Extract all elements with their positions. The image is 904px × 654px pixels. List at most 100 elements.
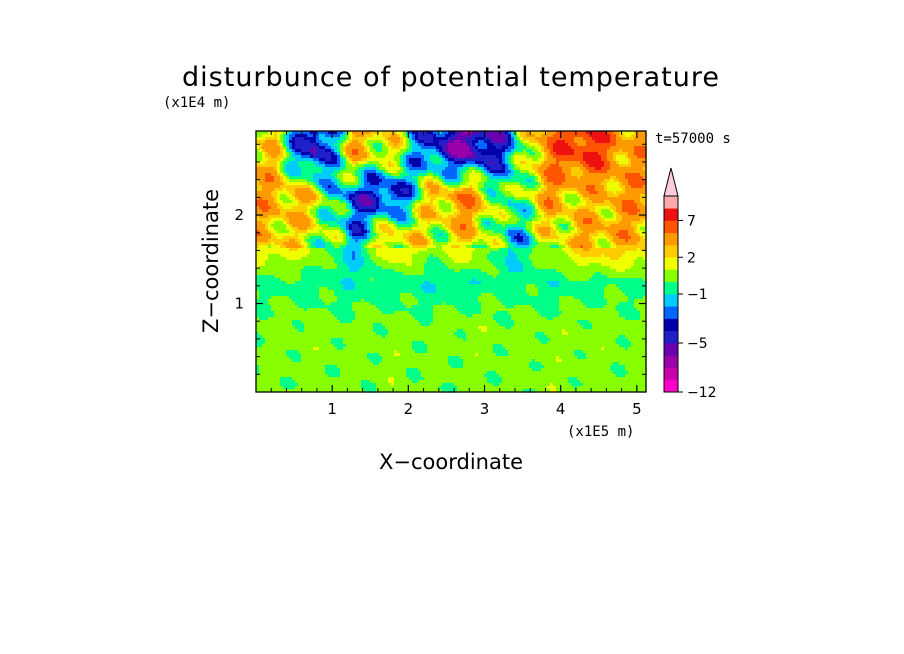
contour-cell [529,170,533,174]
contour-cell [517,215,521,219]
contour-cell [442,146,446,150]
contour-cell [397,134,401,138]
contour-cell [292,194,296,198]
contour-cell [412,167,416,171]
contour-cell [310,200,314,204]
contour-cell [436,149,440,153]
contour-cell [430,146,434,150]
contour-cell [349,200,353,204]
contour-cell [520,215,524,219]
contour-cell [265,209,269,213]
contour-cell [574,203,578,207]
contour-cell [544,149,548,153]
contour-cell [325,170,329,174]
contour-cell [397,137,401,141]
contour-cell [568,152,572,156]
contour-cell [466,182,470,186]
contour-cell [547,134,551,138]
contour-cell [451,191,455,195]
contour-cell [526,215,530,219]
contour-cell [571,155,575,159]
contour-cell [304,173,308,177]
contour-cell [541,161,545,165]
contour-cell [322,149,326,153]
contour-cell [523,179,527,183]
contour-cell [331,188,335,192]
contour-cell [433,143,437,147]
contour-cell [559,140,563,144]
contour-cell [382,194,386,198]
contour-cell [553,149,557,153]
contour-cell [586,143,590,147]
contour-cell [331,131,335,135]
contour-cell [472,170,476,174]
contour-cell [361,146,365,150]
contour-cell [349,137,353,141]
contour-cell [346,203,350,207]
contour-cell [388,131,392,135]
contour-cell [466,194,470,198]
contour-cell [469,188,473,192]
contour-cell [364,185,368,189]
contour-cell [391,152,395,156]
contour-cell [337,197,341,201]
contour-cell [352,179,356,183]
contour-cell [331,206,335,210]
contour-cell [559,194,563,198]
contour-cell [373,194,377,198]
contour-cell [481,203,485,207]
contour-cell [472,158,476,162]
contour-cell [373,158,377,162]
contour-cell [469,182,473,186]
contour-cell [274,200,278,204]
contour-cell [577,188,581,192]
contour-cell [286,197,290,201]
contour-cell [358,131,362,135]
contour-cell [589,134,593,138]
contour-cell [397,203,401,207]
contour-cell [433,155,437,159]
contour-cell [562,176,566,180]
contour-cell [613,197,617,201]
contour-cell [415,212,419,216]
contour-cell [301,134,305,138]
contour-cell [493,149,497,153]
contour-cell [280,155,284,159]
contour-cell [466,155,470,159]
contour-cell [397,146,401,150]
contour-cell [514,167,518,171]
contour-cell [340,191,344,195]
contour-cell [592,194,596,198]
contour-cell [403,149,407,153]
contour-cell [448,131,452,135]
contour-cell [481,140,485,144]
contour-cell [583,161,587,165]
contour-cell [619,137,623,141]
contour-cell [640,197,644,201]
contour-cell [493,209,497,213]
contour-cell [289,170,293,174]
contour-cell [478,182,482,186]
contour-cell [595,182,599,186]
contour-cell [448,179,452,183]
contour-cell [322,161,326,165]
contour-cell [544,206,548,210]
contour-cell [289,134,293,138]
contour-cell [412,149,416,153]
contour-cell [544,197,548,201]
contour-cell [631,203,635,207]
contour-cell [439,197,443,201]
contour-cell [589,143,593,147]
contour-cell [349,140,353,144]
contour-cell [541,173,545,177]
contour-cell [409,197,413,201]
contour-cell [514,185,518,189]
contour-cell [508,191,512,195]
contour-cell [640,173,644,177]
contour-cell [298,146,302,150]
contour-cell [256,188,260,192]
contour-cell [463,158,467,162]
contour-cell [340,161,344,165]
contour-cell [370,170,374,174]
contour-cell [457,137,461,141]
